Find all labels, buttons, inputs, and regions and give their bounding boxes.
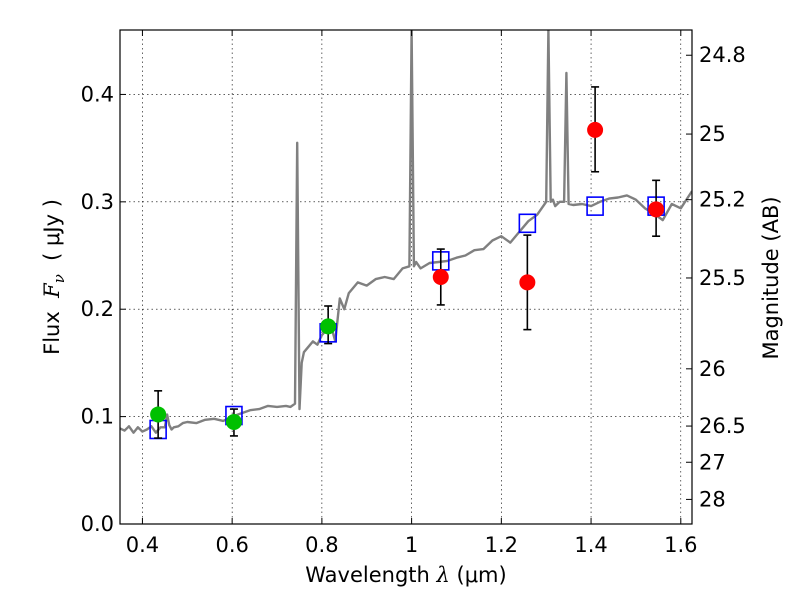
x-tick-label: 0.8 [305,533,338,557]
observed-point [587,121,604,138]
model-band-square [518,213,537,234]
y2-tick-label: 26.5 [699,414,746,438]
x-tick-label: 1.6 [664,533,697,557]
axis-ticks: 0.4 0.6 0.8 1 1.2 1.4 1.6 0.0 0.1 0.2 0.3 0.4 24.8 25… [81,30,746,557]
plot-frame [119,29,693,525]
spectrum-line [120,30,692,434]
observed-point [320,318,337,335]
y-tick-label: 0.3 [81,190,114,214]
observed-point [150,406,167,423]
observed-point [648,201,665,218]
y-tick-label: 0.1 [81,405,114,429]
y-tick-label: 0.0 [81,512,114,536]
model-band-square [586,196,604,216]
x-tick-label: 1 [405,533,418,557]
x-tick-label: 0.6 [215,533,248,557]
observed-point [225,413,242,430]
y2-tick-label: 28 [699,487,726,511]
y2-tick-label: 27 [699,450,726,474]
observed-point [519,274,536,291]
y-tick-label: 0.4 [81,82,114,106]
grid-lines [120,30,692,524]
x-tick-label: 1.4 [574,533,607,557]
y2-tick-label: 25.2 [699,188,746,212]
y2-tick-label: 25 [699,122,726,146]
x-tick-label: 1.2 [485,533,518,557]
y2-tick-label: 26 [699,357,726,381]
y2-tick-label: 25.5 [699,266,746,290]
observed-point [432,269,449,285]
secondary-y-axis-label: Magnitude (AB) [759,196,783,359]
plot-area [120,30,692,440]
y-axis-label: Flux Fν ( μJy ) [40,199,68,355]
x-tick-label: 0.4 [126,533,159,557]
x-axis-label: Wavelength λ (μm) [305,563,506,587]
y-tick-label: 0.2 [81,297,114,321]
y2-tick-label: 24.8 [699,43,746,67]
